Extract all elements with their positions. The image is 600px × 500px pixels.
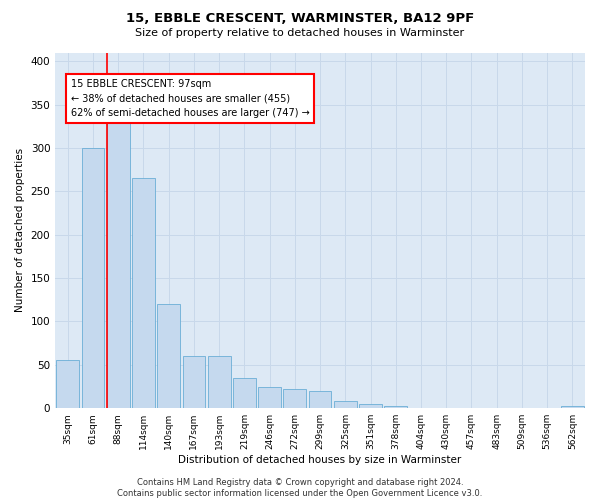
Text: Size of property relative to detached houses in Warminster: Size of property relative to detached ho…	[136, 28, 464, 38]
Bar	[359, 404, 382, 408]
Bar	[283, 389, 306, 408]
Bar	[182, 356, 205, 408]
Bar	[208, 356, 230, 408]
Bar	[132, 178, 155, 408]
Text: 15 EBBLE CRESCENT: 97sqm
← 38% of detached houses are smaller (455)
62% of semi-: 15 EBBLE CRESCENT: 97sqm ← 38% of detach…	[71, 78, 310, 118]
Bar	[309, 391, 331, 408]
X-axis label: Distribution of detached houses by size in Warminster: Distribution of detached houses by size …	[178, 455, 462, 465]
Bar	[157, 304, 180, 408]
Bar	[561, 406, 584, 408]
Bar	[56, 360, 79, 408]
Y-axis label: Number of detached properties: Number of detached properties	[15, 148, 25, 312]
Bar	[233, 378, 256, 408]
Bar	[258, 386, 281, 408]
Bar	[334, 402, 356, 408]
Bar	[385, 406, 407, 408]
Bar	[107, 122, 130, 408]
Text: 15, EBBLE CRESCENT, WARMINSTER, BA12 9PF: 15, EBBLE CRESCENT, WARMINSTER, BA12 9PF	[126, 12, 474, 26]
Text: Contains HM Land Registry data © Crown copyright and database right 2024.
Contai: Contains HM Land Registry data © Crown c…	[118, 478, 482, 498]
Bar	[82, 148, 104, 408]
